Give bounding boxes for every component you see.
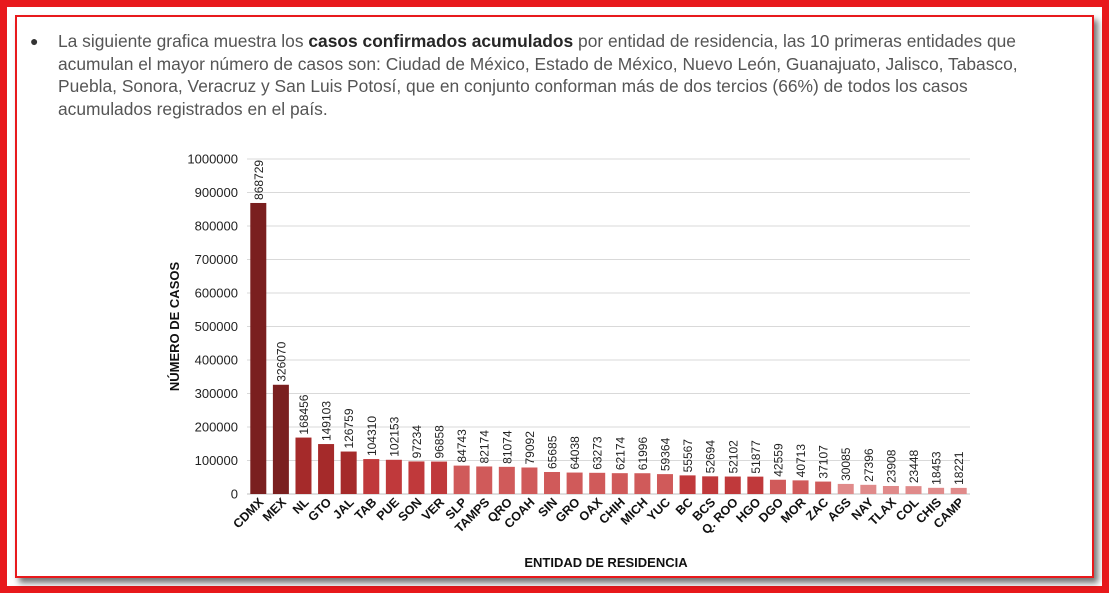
data-label: 82174 <box>478 430 492 464</box>
bar <box>476 466 493 494</box>
bar <box>860 484 877 494</box>
intro-text-before: La siguiente grafica muestra los <box>58 31 309 51</box>
bar <box>702 476 719 494</box>
data-label: 97234 <box>410 425 424 459</box>
data-label: 18453 <box>930 451 944 485</box>
x-tick-label: AGS <box>825 495 854 524</box>
x-tick-label: TAB <box>352 495 379 522</box>
data-label: 104310 <box>365 416 379 456</box>
bar <box>431 461 448 494</box>
data-label: 84743 <box>455 429 469 463</box>
bar <box>385 459 402 494</box>
y-tick-label: 600000 <box>195 286 238 301</box>
bar <box>453 465 470 494</box>
data-label: 102153 <box>387 416 401 456</box>
bar <box>656 474 673 494</box>
bar <box>950 487 967 494</box>
y-tick-label: 900000 <box>195 185 238 200</box>
bar <box>882 485 899 494</box>
y-axis-title: NÚMERO DE CASOS <box>167 262 182 392</box>
bar <box>318 444 335 494</box>
x-tick-label: MEX <box>260 495 290 525</box>
bar <box>408 461 425 494</box>
y-tick-label: 1000000 <box>187 152 238 167</box>
bar <box>679 475 696 494</box>
x-tick-label: GRO <box>553 495 583 525</box>
data-label: 868729 <box>252 160 266 200</box>
bar <box>634 473 651 494</box>
y-tick-label: 800000 <box>195 219 238 234</box>
data-label: 42559 <box>771 443 785 477</box>
data-label: 37107 <box>817 445 831 479</box>
bar <box>498 466 515 494</box>
y-tick-label: 500000 <box>195 319 238 334</box>
x-tick-label: PUE <box>374 495 402 523</box>
data-label: 168456 <box>297 394 311 434</box>
bar <box>521 467 538 494</box>
data-label: 18221 <box>952 451 966 485</box>
bar <box>272 384 289 494</box>
x-tick-label: MOR <box>778 495 809 526</box>
x-tick-label: YUC <box>645 495 674 524</box>
intro-text-after: por entidad de residencia, las 10 primer… <box>58 31 1018 119</box>
data-label: 40713 <box>794 444 808 478</box>
bar <box>747 476 764 494</box>
bar <box>544 471 561 494</box>
intro-text-bold: casos confirmados acumulados <box>308 31 574 51</box>
data-label: 81074 <box>500 430 514 464</box>
data-label: 126759 <box>342 408 356 448</box>
data-label: 59364 <box>658 437 672 471</box>
bar <box>928 487 945 494</box>
x-tick-label: GTO <box>305 495 334 524</box>
x-axis-title: ENTIDAD DE RESIDENCIA <box>524 555 688 570</box>
data-label: 65685 <box>546 435 560 469</box>
data-label: 55567 <box>681 439 695 473</box>
data-label: 51877 <box>749 440 763 474</box>
bar <box>815 481 832 494</box>
y-tick-label: 400000 <box>195 353 238 368</box>
intro-list: ● La siguiente grafica muestra los casos… <box>30 30 1060 120</box>
data-label: 63273 <box>591 436 605 470</box>
x-tick-label: VER <box>419 495 447 523</box>
bar <box>295 437 312 494</box>
bullet-icon: ● <box>30 33 39 49</box>
bar <box>724 476 741 494</box>
bar <box>340 451 357 494</box>
data-label: 52102 <box>726 440 740 474</box>
x-tick-label: HGO <box>733 495 763 525</box>
y-tick-label: 200000 <box>195 420 238 435</box>
bar <box>769 479 786 494</box>
data-label: 52694 <box>704 440 718 474</box>
data-label: 64038 <box>568 436 582 470</box>
data-label: 79092 <box>523 431 537 465</box>
data-label: 23448 <box>907 449 921 483</box>
bar <box>363 459 380 494</box>
data-label: 326070 <box>274 341 288 381</box>
y-tick-label: 300000 <box>195 386 238 401</box>
bar <box>589 472 606 494</box>
y-tick-label: 0 <box>231 487 238 502</box>
bar <box>905 486 922 494</box>
data-label: 62174 <box>613 436 627 470</box>
intro-paragraph: ● La siguiente grafica muestra los casos… <box>30 30 1060 120</box>
x-tick-label: SON <box>396 495 425 524</box>
bar <box>837 483 854 494</box>
data-label: 61996 <box>636 437 650 471</box>
data-label: 30085 <box>839 447 853 481</box>
data-label: 149103 <box>320 401 334 441</box>
x-tick-label: JAL <box>330 495 357 522</box>
x-tick-label: ZAC <box>803 495 831 523</box>
bar <box>611 473 628 494</box>
data-label: 23908 <box>884 449 898 483</box>
bar <box>566 472 583 494</box>
y-tick-label: 100000 <box>195 453 238 468</box>
bar <box>792 480 809 494</box>
bar <box>250 202 267 495</box>
data-label: 27396 <box>862 448 876 482</box>
data-label: 96858 <box>433 425 447 459</box>
y-tick-label: 700000 <box>195 252 238 267</box>
